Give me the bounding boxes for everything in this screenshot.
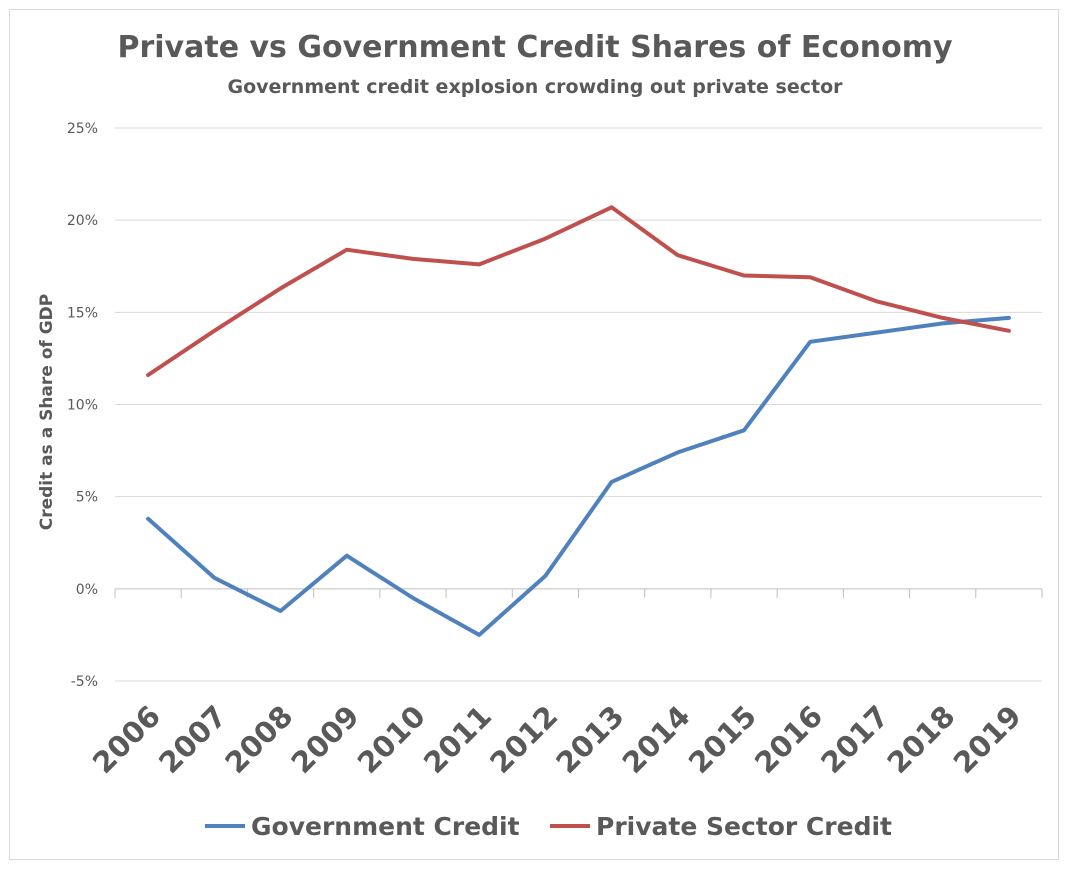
x-tick-label: 2015 [682, 699, 763, 780]
series-line [146, 315, 1011, 637]
x-tick-label: 2007 [152, 699, 233, 780]
legend-label: Private Sector Credit [596, 812, 892, 841]
x-tick-label: 2008 [218, 699, 299, 780]
x-tick-label: 2016 [748, 699, 829, 780]
y-tick-label: 20% [67, 213, 98, 229]
x-tick-label: 2012 [483, 699, 564, 780]
legend-label: Government Credit [251, 812, 520, 841]
legend: Government Credit Private Sector Credit [205, 812, 892, 841]
x-tick-label: 2010 [351, 699, 432, 780]
y-tick-label: 5% [76, 490, 98, 506]
y-tick-label: 25% [67, 121, 98, 137]
gridlines [115, 127, 1042, 682]
x-tick-label: 2014 [616, 699, 697, 780]
x-tick-label: 2009 [285, 699, 366, 780]
y-tick-label: 10% [67, 398, 98, 414]
x-tick-label: 2013 [549, 699, 630, 780]
y-tick-label: 15% [67, 305, 98, 321]
x-tick-label: 2018 [881, 699, 962, 780]
y-tick-label: -5% [71, 674, 98, 690]
chart-subtitle: Government credit explosion crowding out… [227, 76, 843, 98]
x-tick-label: 2019 [947, 699, 1028, 780]
x-tick-label: 2006 [86, 699, 167, 780]
x-tick-label: 2017 [814, 699, 895, 780]
chart-frame [9, 9, 1059, 860]
y-tick-label: 0% [76, 582, 98, 598]
y-axis-ticks: -5% 0% 5% 10% 15% 20% 25% [67, 121, 98, 690]
chart-title: Private vs Government Credit Shares of E… [117, 30, 953, 65]
series-lines [146, 205, 1011, 637]
x-axis [114, 588, 1043, 598]
y-axis-label: Credit as a Share of GDP [37, 294, 57, 531]
series-line [146, 205, 1011, 377]
x-tick-label: 2011 [417, 699, 498, 780]
x-axis-ticks: 2006200720082009201020112012201320142015… [86, 699, 1028, 780]
